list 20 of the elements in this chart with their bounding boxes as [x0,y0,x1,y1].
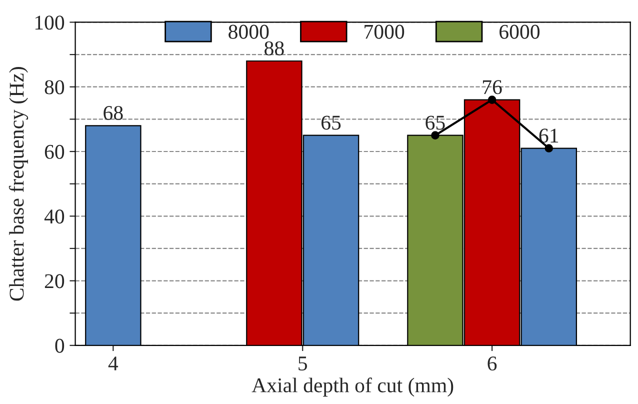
x-axis-title: Axial depth of cut (mm) [252,378,454,397]
y-tick-label: 80 [44,80,64,94]
legend-label: 7000 [364,24,404,39]
legend-label: 6000 [500,24,540,39]
data-label: 68 [104,106,123,120]
legend-label: 8000 [228,24,269,39]
data-label: 61 [539,128,558,143]
x-tick-label: 6 [488,356,497,370]
data-label: 88 [264,41,284,56]
x-tick-label: 4 [108,356,118,370]
y-tick-label: 0 [55,338,64,353]
data-label: 65 [322,116,341,130]
y-tick-label: 100 [35,16,64,30]
x-tick-label: 5 [298,356,308,370]
y-tick-label: 60 [44,144,64,159]
data-label: 76 [483,80,502,94]
y-tick-label: 40 [44,210,64,224]
y-tick-label: 20 [44,274,64,288]
y-axis-title: Chatter base frequency (Hz) [8,67,28,301]
data-label: 65 [426,116,445,130]
